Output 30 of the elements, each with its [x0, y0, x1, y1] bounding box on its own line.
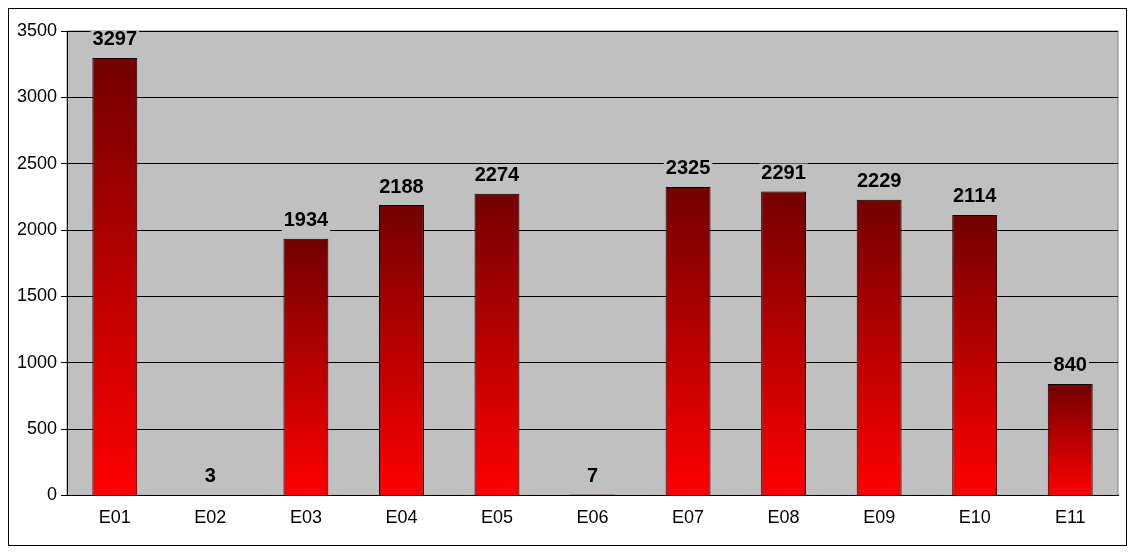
x-tick-label: E02	[194, 507, 227, 528]
data-label: 2274	[474, 163, 521, 186]
y-tick-label: 0	[47, 484, 58, 505]
data-label: 2291	[761, 160, 806, 183]
x-tick-label: E11	[1054, 507, 1086, 528]
data-label: 3	[204, 464, 216, 487]
y-tick-label: 2000	[17, 219, 58, 239]
x-tick-label: E10	[958, 507, 991, 528]
x-tick-label: E04	[385, 507, 418, 528]
x-tick-label: E05	[480, 507, 513, 528]
x-tick-label: E06	[576, 507, 609, 528]
x-tick-label: E03	[289, 507, 322, 528]
y-tick-label: 500	[27, 418, 58, 439]
x-tick-label: E07	[672, 507, 705, 528]
data-label: 2229	[856, 169, 902, 192]
data-label: 1934	[283, 208, 330, 231]
y-tick-label: 3500	[17, 19, 58, 40]
y-tick-label: 2500	[17, 152, 58, 173]
x-tick-label: E01	[98, 507, 131, 528]
y-tick-label: 3000	[17, 86, 58, 107]
x-tick-label: E08	[767, 507, 800, 528]
data-label: 2325	[665, 156, 711, 179]
data-label: 2188	[379, 174, 424, 197]
data-label: 2114	[952, 184, 998, 207]
y-tick-label: 1500	[17, 285, 58, 306]
y-tick-label: 1000	[17, 351, 58, 372]
data-label: 3297	[92, 27, 138, 50]
data-label: 7	[586, 463, 599, 486]
data-label: 840	[1053, 353, 1087, 376]
x-tick-label: E09	[863, 507, 896, 528]
